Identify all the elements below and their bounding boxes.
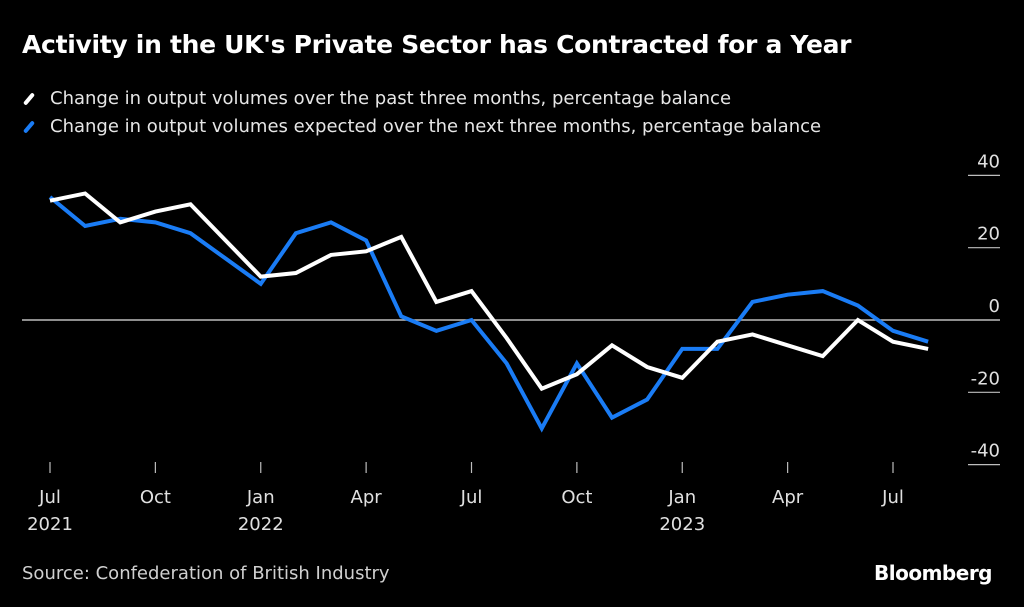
x-tick-label: Jul (38, 487, 61, 508)
legend-item-past: Change in output volumes over the past t… (22, 88, 731, 109)
x-tick-label: Apr (772, 487, 804, 508)
y-tick-label: 40 (977, 151, 1000, 172)
bloomberg-logo: Bloomberg (874, 561, 992, 585)
y-tick-label: 0 (989, 296, 1000, 317)
legend-item-expected: Change in output volumes expected over t… (22, 116, 821, 137)
x-tick-label: Jul (881, 487, 904, 508)
legend-label: Change in output volumes expected over t… (50, 116, 822, 137)
series-line-past (49, 191, 929, 392)
chart-title: Activity in the UK's Private Sector has … (22, 30, 852, 59)
x-tick-label: Jan (246, 487, 275, 508)
x-tick-label: Jan (667, 487, 696, 508)
x-tick-year: 2022 (238, 514, 284, 535)
y-tick-label: -20 (971, 368, 1000, 389)
y-tick-label: -40 (971, 441, 1000, 462)
legend-label: Change in output volumes over the past t… (50, 88, 732, 109)
x-tick-label: Oct (561, 487, 592, 508)
x-tick-label: Apr (351, 487, 383, 508)
series-line-expected (48, 195, 929, 433)
x-tick-label: Jul (460, 487, 483, 508)
x-tick-label: Oct (140, 487, 171, 508)
y-tick-label: 20 (977, 224, 1000, 245)
x-tick-year: 2021 (27, 514, 73, 535)
source-note: Source: Confederation of British Industr… (22, 563, 390, 584)
x-tick-year: 2023 (659, 514, 705, 535)
